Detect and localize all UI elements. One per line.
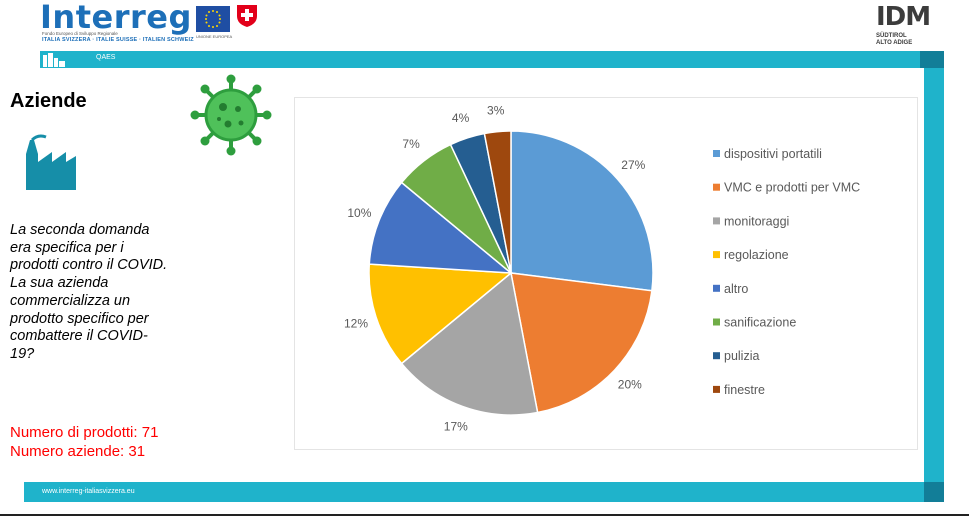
footer-url: www.interreg-italiasvizzera.eu	[42, 488, 135, 495]
pie-slice-0	[510, 130, 654, 292]
legend-swatch-4	[713, 284, 720, 292]
right-decor-bar-accent	[924, 482, 944, 502]
legend-swatch-7	[713, 385, 720, 393]
legend-swatch-1	[713, 183, 720, 191]
band-label: QAES	[96, 54, 116, 61]
logo-subtitle-fund: Fondo Europeo di Sviluppo Regionale	[42, 31, 118, 36]
legend-swatch-6	[713, 352, 720, 360]
factory-icon	[22, 132, 78, 190]
pie-data-label-7: 3%	[487, 104, 505, 118]
pie-chart-panel: 27% 20% 17% 12% 10% 7% 4% 3% dispositivi portati…	[294, 97, 918, 450]
legend-label-4: altro	[724, 282, 748, 296]
footer-band	[24, 482, 924, 502]
legend-label-0: dispositivi portatili	[724, 147, 822, 161]
legend-swatch-2	[713, 217, 720, 225]
idm-subtitle-de: SÜDTIROL	[876, 33, 907, 39]
pie-chart: 27% 20% 17% 12% 10% 7% 4% 3% dispositivi portati…	[344, 104, 860, 434]
pie-slice-3	[368, 263, 513, 365]
swiss-flag-icon	[236, 4, 258, 28]
legend-swatch-0	[713, 150, 720, 157]
legend-label-7: finestre	[724, 383, 765, 397]
legend-label-3: regolazione	[724, 248, 789, 262]
header-band-accent	[920, 51, 944, 68]
survey-question: La seconda domanda era specifica per i p…	[10, 222, 168, 362]
legend-label-2: monitoraggi	[724, 214, 789, 228]
pie-slice-2	[400, 271, 539, 416]
logo-subtitle-regions: ITALIA SVIZZERA · ITALIE SUISSE · ITALIE…	[42, 37, 194, 43]
pie-data-label-1: 20%	[618, 378, 642, 392]
pie-data-label-3: 12%	[344, 316, 368, 330]
idm-logo: IDM	[876, 2, 931, 32]
page-title: Aziende	[10, 90, 87, 112]
pie-data-label-4: 10%	[347, 206, 371, 220]
company-count: Numero aziende: 31	[10, 443, 146, 460]
eu-flag-icon	[196, 6, 230, 32]
bottom-divider	[0, 514, 969, 516]
pie-slice-7	[483, 130, 512, 274]
legend-label-1: VMC e prodotti per VMC	[724, 181, 860, 195]
legend-label-5: sanificazione	[724, 316, 796, 330]
virus-icon	[188, 74, 274, 156]
product-count: Numero di prodotti: 71	[10, 424, 159, 441]
pie-slice-1	[510, 272, 653, 414]
legend-swatch-5	[713, 318, 720, 326]
legend-swatch-3	[713, 251, 720, 259]
interreg-logo: Interreg	[40, 0, 192, 36]
legend-label-6: pulizia	[724, 349, 759, 363]
idm-subtitle-it: ALTO ADIGE	[876, 40, 913, 46]
eu-label: UNIONE EUROPEA	[196, 34, 233, 39]
pie-data-label-6: 4%	[452, 111, 470, 125]
pie-data-label-5: 7%	[402, 137, 420, 151]
pie-data-label-0: 27%	[621, 158, 645, 172]
pie-slice-4	[368, 181, 514, 274]
building-icon	[41, 52, 69, 67]
right-decor-bar	[924, 68, 944, 498]
header-band	[40, 51, 944, 68]
pie-data-label-2: 17%	[444, 419, 468, 433]
